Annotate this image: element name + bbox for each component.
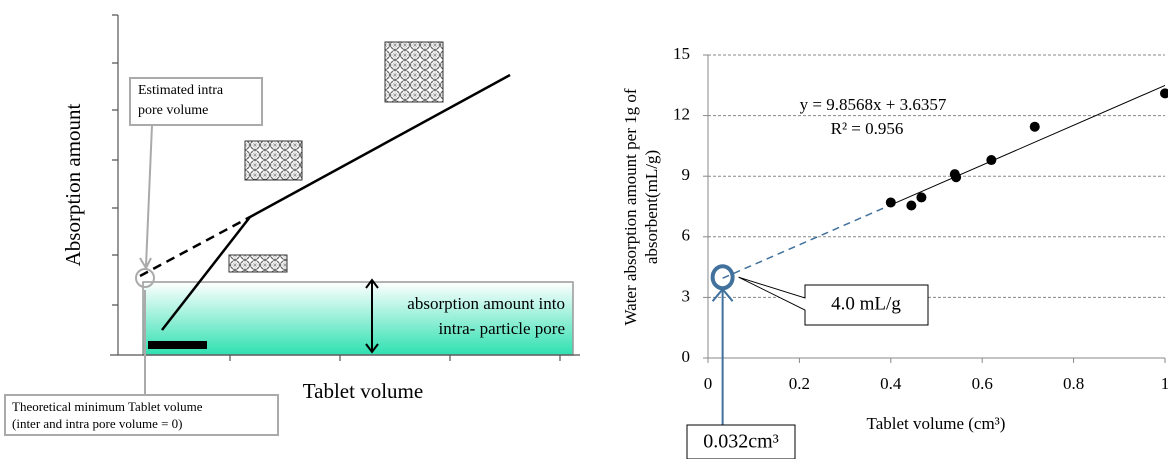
point [1029,121,1040,132]
callout [738,276,929,326]
note-box [4,394,279,436]
trendline [890,84,1166,206]
marker [135,268,155,288]
note-box [129,77,263,126]
arrow [711,287,734,425]
y-tick-label: 15 [673,44,690,63]
y-axis-label: Absorption amount [61,103,85,266]
x-axis-label: Tablet volume (cm³) [867,414,1006,433]
trend-extrapolation [722,204,892,279]
arrow [365,278,379,354]
x-tick-label: 0.2 [789,374,810,393]
icon [228,254,288,273]
pore-region [142,281,574,356]
point [916,192,927,203]
point [906,200,917,211]
icon [244,140,303,181]
chart: 0 3 6 9 12 15 0 0.2 0.4 0.6 0.8 1 y = 9.8568x + 3.63… [621,44,1168,459]
x-tick-label: 0.6 [972,374,993,393]
note: (inter and intra pore volume = 0) [12,416,183,431]
equation: y = 9.8568x + 3.6357 [800,95,947,114]
highlight-marker [710,264,735,291]
point [885,197,896,208]
bar [148,341,207,349]
label-box [686,424,796,459]
note: Estimated intra [138,83,224,98]
x-tick-label: 0.4 [880,374,902,393]
axes [110,14,580,361]
schematic: Estimated intra pore volume absorption a… [4,14,580,436]
x-tick-label: 0.8 [1063,374,1084,393]
icon [384,41,444,103]
x-tick-label: 1 [1161,374,1168,393]
y-tick-label: 3 [682,286,691,305]
y-tick-label: 0 [682,347,691,366]
point [1160,88,1168,99]
y-tick-label: 9 [682,165,691,184]
x-highlight-label: 0.032cm³ [703,431,778,453]
callout-label: 4.0 mL/g [831,293,901,314]
y-tick-label: 12 [673,105,690,124]
arrow [139,124,153,271]
point [986,155,997,166]
y-tick-label: 6 [682,226,691,245]
note: absorption amount into [407,294,565,313]
y-axis-label: absorbent(mL/g) [642,150,661,264]
r-squared: R² = 0.956 [831,119,904,138]
x-axis-label: Tablet volume [303,379,423,403]
point [951,172,962,183]
x-tick-label: 0 [704,374,713,393]
extrapolation [139,215,251,278]
axes [707,55,1165,359]
y-axis-label: Water absorption amount per 1g of [621,88,640,325]
note: pore volume [138,103,208,118]
note: intra- particle pore [439,319,566,338]
note: Theoretical minimum Tablet volume [12,399,203,414]
